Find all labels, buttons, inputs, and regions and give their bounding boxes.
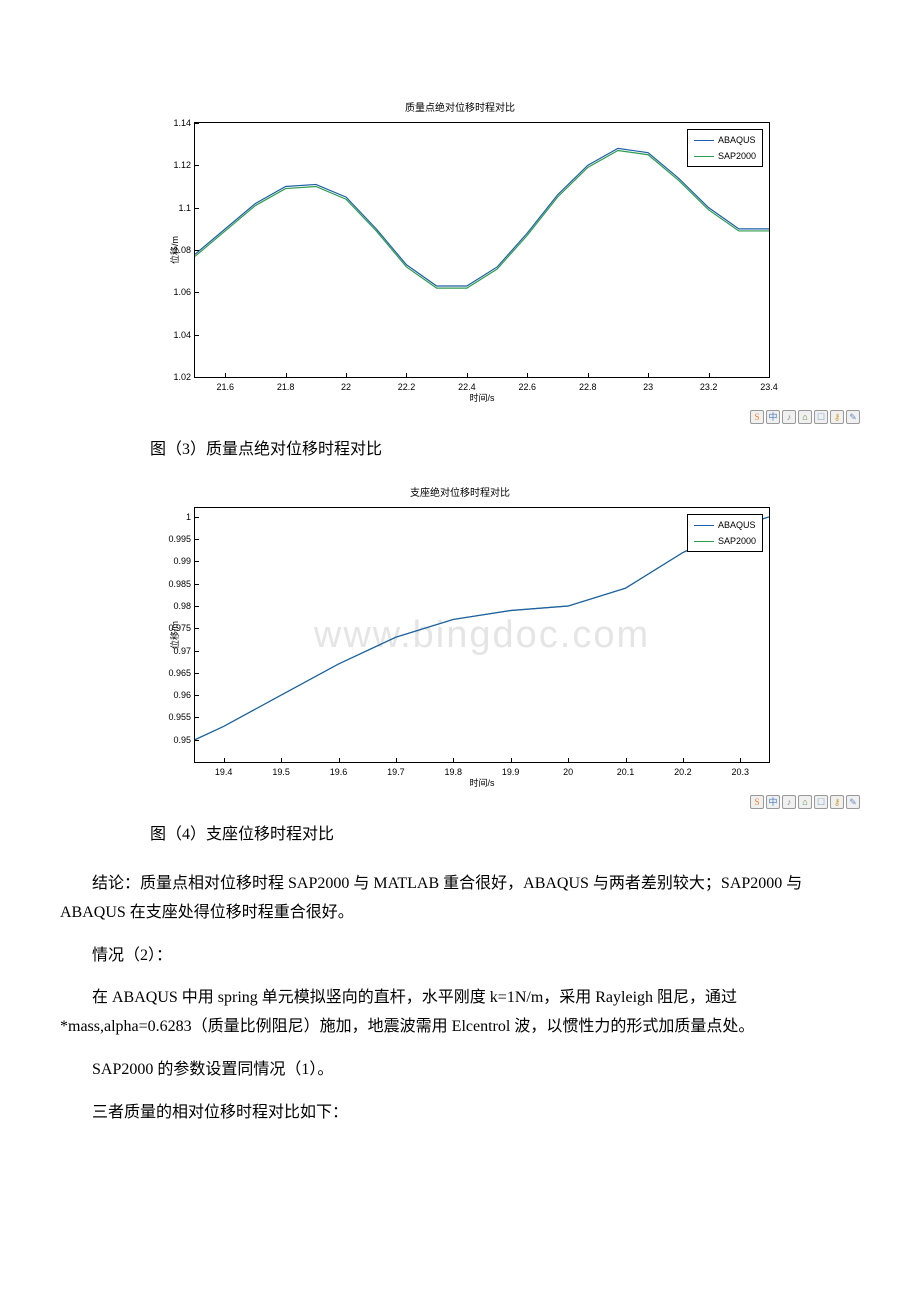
chart1-svg	[195, 123, 769, 377]
badge-icon[interactable]: ☐	[814, 410, 828, 424]
paragraph-case2-header: 情况（2）：	[60, 942, 860, 971]
paragraph-comparison-intro: 三者质量的相对位移时程对比如下：	[60, 1099, 860, 1128]
badge-icon[interactable]: ☐	[814, 795, 828, 809]
legend-item: SAP2000	[694, 533, 756, 549]
badge-row-1: S中♪⌂☐⚷✎	[750, 410, 860, 424]
chart2-plot-area: 位移/m 0.950.9550.960.9650.970.9750.980.98…	[194, 507, 770, 763]
badge-icon[interactable]: ⚷	[830, 410, 844, 424]
chart2-xticks: 19.419.519.619.719.819.92020.120.220.3	[195, 764, 769, 776]
badge-icon[interactable]: ✎	[846, 410, 860, 424]
chart1-container: 质量点绝对位移时程对比 位移/m 1.021.041.061.081.11.12…	[60, 100, 860, 424]
badge-row-2: S中♪⌂☐⚷✎	[750, 795, 860, 809]
legend-line-1	[694, 140, 714, 141]
legend-item: SAP2000	[694, 148, 756, 164]
chart1-plot-area: 位移/m 1.021.041.061.081.11.121.14 21.621.…	[194, 122, 770, 378]
legend-label-4: SAP2000	[718, 533, 756, 549]
chart1-legend: ABAQUS SAP2000	[687, 129, 763, 167]
legend-line-2	[694, 156, 714, 157]
badge-icon[interactable]: S	[750, 795, 764, 809]
chart1-yticks: 1.021.041.061.081.11.121.14	[155, 123, 191, 377]
legend-item: ABAQUS	[694, 517, 756, 533]
chart2-wrapper: 支座绝对位移时程对比 位移/m 0.950.9550.960.9650.970.…	[150, 485, 770, 791]
legend-label-2: SAP2000	[718, 148, 756, 164]
chart2-title: 支座绝对位移时程对比	[150, 485, 770, 503]
legend-label-3: ABAQUS	[718, 517, 756, 533]
badge-icon[interactable]: 中	[766, 410, 780, 424]
chart2-container: 支座绝对位移时程对比 位移/m 0.950.9550.960.9650.970.…	[60, 485, 860, 809]
legend-item: ABAQUS	[694, 132, 756, 148]
chart1-wrapper: 质量点绝对位移时程对比 位移/m 1.021.041.061.081.11.12…	[150, 100, 770, 406]
badge-icon[interactable]: 中	[766, 795, 780, 809]
chart2-yticks: 0.950.9550.960.9650.970.9750.980.9850.99…	[155, 508, 191, 762]
paragraph-conclusion: 结论：质量点相对位移时程 SAP2000 与 MATLAB 重合很好，ABAQU…	[60, 870, 860, 928]
badge-icon[interactable]: S	[750, 410, 764, 424]
badge-icon[interactable]: ✎	[846, 795, 860, 809]
caption-figure-3: 图（3）质量点绝对位移时程对比	[150, 436, 860, 465]
legend-line-4	[694, 541, 714, 542]
chart2-legend: ABAQUS SAP2000	[687, 514, 763, 552]
legend-line-3	[694, 525, 714, 526]
paragraph-abaqus-spring: 在 ABAQUS 中用 spring 单元模拟竖向的直杆，水平刚度 k=1N/m…	[60, 984, 860, 1042]
badge-icon[interactable]: ⌂	[798, 795, 812, 809]
chart2-svg	[195, 508, 769, 762]
badge-icon[interactable]: ♪	[782, 410, 796, 424]
badge-icon[interactable]: ♪	[782, 795, 796, 809]
chart1-title: 质量点绝对位移时程对比	[150, 100, 770, 118]
badge-icon[interactable]: ⌂	[798, 410, 812, 424]
caption-figure-4: 图（4）支座位移时程对比	[150, 821, 860, 850]
paragraph-sap2000-params: SAP2000 的参数设置同情况（1）。	[60, 1056, 860, 1085]
chart1-xticks: 21.621.82222.222.422.622.82323.223.4	[195, 379, 769, 391]
badge-icon[interactable]: ⚷	[830, 795, 844, 809]
legend-label-1: ABAQUS	[718, 132, 756, 148]
